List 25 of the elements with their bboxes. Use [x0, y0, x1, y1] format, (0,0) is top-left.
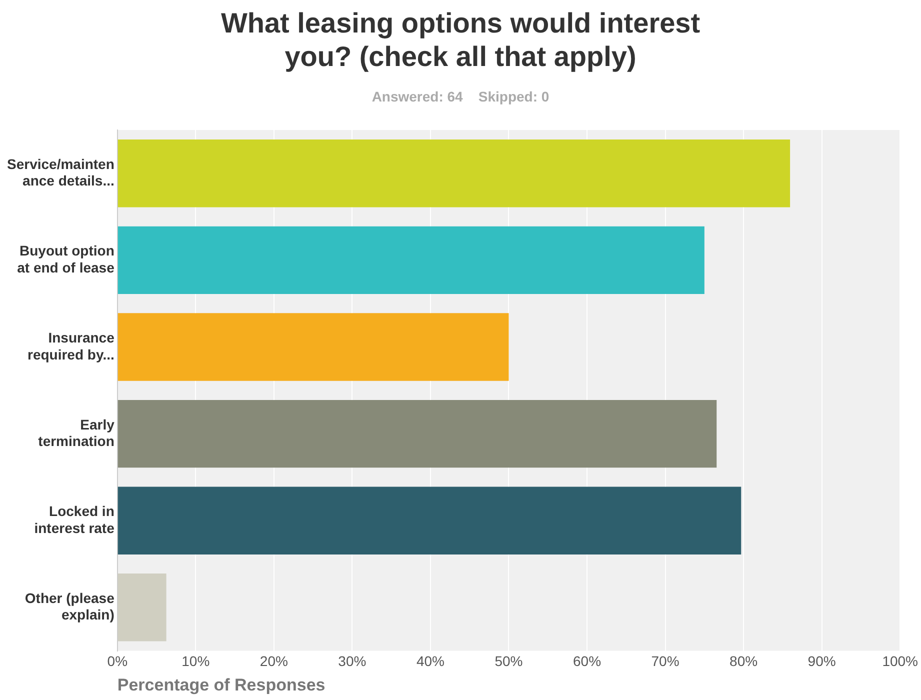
y-tick-label: Service/maintenance details...	[6, 156, 114, 189]
x-tick-label: 100%	[882, 653, 918, 670]
x-tick-label: 20%	[260, 653, 288, 670]
x-tick-label: 30%	[338, 653, 366, 670]
x-tick-label: 60%	[572, 653, 602, 670]
bar	[118, 486, 742, 554]
x-axis-title: Percentage of Responses	[117, 675, 326, 694]
chart-subtitle: Answered: 64 Skipped: 0	[372, 88, 550, 104]
bar	[118, 400, 717, 468]
x-tick-label: 50%	[494, 653, 523, 670]
y-tick-label: Insurance required by...	[28, 329, 115, 362]
x-tick-label: 10%	[182, 653, 210, 670]
y-tick-label: Locked in interest rate	[34, 503, 115, 536]
y-tick-label: Buyout option at end of lease	[17, 242, 115, 276]
x-tick-label: 40%	[416, 653, 444, 670]
y-tick-label: Other (please explain)	[24, 590, 115, 623]
chart-title: What leasing options would interest you? (check all that apply)	[220, 8, 700, 72]
bar	[118, 140, 790, 208]
x-tick-label: 0%	[107, 653, 128, 670]
y-tick-label: Early termination	[38, 416, 115, 450]
x-tick-label: 90%	[808, 653, 836, 670]
x-tick-label: 70%	[651, 653, 680, 670]
x-tick-label: 80%	[730, 653, 758, 670]
bar	[118, 226, 704, 294]
bar	[118, 313, 509, 381]
